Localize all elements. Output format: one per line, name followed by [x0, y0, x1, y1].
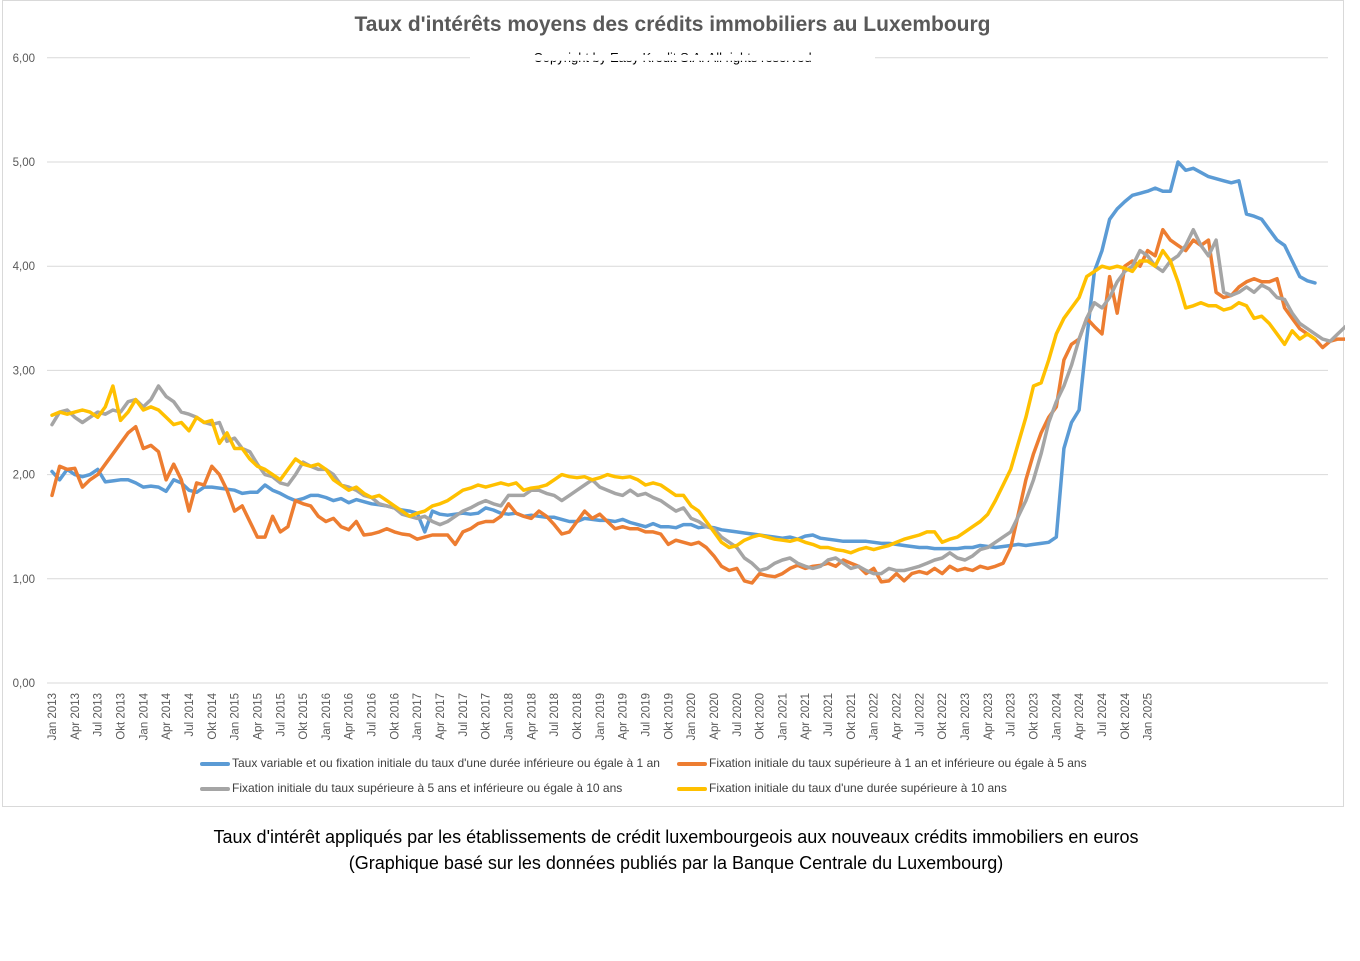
x-tick-label: Jan 2014 [138, 692, 150, 740]
series-line-3 [50, 227, 1345, 576]
x-tick-label: Jul 2018 [549, 693, 561, 736]
x-tick-label: Okt 2019 [663, 693, 675, 740]
x-tick-label: Jan 2017 [412, 693, 424, 740]
x-tick-label: Jan 2025 [1143, 693, 1155, 740]
x-tick-label: Jul 2015 [275, 693, 287, 736]
x-tick-label: Jul 2023 [1006, 693, 1018, 736]
legend-label-series-2: Fixation initiale du taux supérieure à 1… [709, 756, 1087, 770]
x-tick-label: Okt 2023 [1028, 693, 1040, 740]
y-tick-label: 3,00 [13, 365, 35, 377]
x-tick-label: Jan 2021 [777, 693, 789, 740]
x-tick-label: Okt 2021 [846, 693, 858, 740]
x-tick-label: Apr 2013 [70, 693, 82, 740]
legend-item-series-1: Taux variable et ou fixation initiale du… [200, 756, 660, 770]
x-tick-label: Jul 2017 [458, 693, 470, 736]
legend-item-series-4: Fixation initiale du taux d'une durée su… [677, 781, 1007, 795]
x-tick-label: Jan 2018 [504, 693, 516, 740]
x-tick-label: Jul 2021 [823, 693, 835, 736]
x-tick-label: Apr 2015 [252, 693, 264, 740]
x-tick-label: Apr 2019 [618, 693, 630, 740]
x-tick-label: Jul 2013 [93, 693, 105, 736]
x-tick-label: Apr 2018 [526, 693, 538, 740]
x-tick-label: Jul 2024 [1097, 692, 1109, 736]
x-tick-label: Jul 2022 [914, 693, 926, 736]
x-tick-label: Okt 2017 [481, 693, 493, 740]
series-line-4 [50, 248, 1317, 555]
legend-swatch-series-4 [677, 786, 707, 791]
y-tick-label: 1,00 [13, 574, 35, 586]
x-tick-label: Apr 2016 [344, 693, 356, 740]
x-tick-label: Apr 2023 [983, 693, 995, 740]
chart-title: Taux d'intérêts moyens des crédits immob… [354, 13, 991, 36]
y-tick-label: 5,00 [13, 157, 35, 169]
caption-line-1: Taux d'intérêt appliqués par les établis… [213, 827, 1139, 847]
x-tick-label: Apr 2014 [161, 692, 173, 739]
x-tick-label: Jan 2023 [960, 693, 972, 740]
x-tick-label: Apr 2020 [709, 693, 721, 740]
x-tick-label: Apr 2017 [435, 693, 447, 740]
x-tick-label: Okt 2013 [115, 693, 127, 740]
y-tick-label: 0,00 [13, 678, 35, 690]
x-tick-label: Okt 2022 [937, 693, 949, 740]
x-tick-label: Apr 2024 [1074, 692, 1086, 739]
x-tick-label: Jul 2014 [184, 692, 196, 736]
y-tick-label: 4,00 [13, 261, 35, 273]
x-tick-label: Jan 2019 [595, 693, 607, 740]
x-tick-label: Apr 2022 [892, 693, 904, 740]
y-axis-tick-labels: 0,00 1,00 2,00 3,00 4,00 5,00 6,00 [13, 53, 35, 690]
x-tick-label: Okt 2014 [207, 692, 219, 739]
legend-swatch-series-2 [677, 761, 707, 766]
caption-line-2: (Graphique basé sur les données publiés … [348, 853, 1004, 873]
x-tick-label: Apr 2021 [800, 693, 812, 740]
series-line-2 [50, 227, 1345, 585]
legend-label-series-3: Fixation initiale du taux supérieure à 5… [232, 781, 623, 795]
legend-item-series-3: Fixation initiale du taux supérieure à 5… [200, 781, 622, 795]
x-tick-label: Jan 2015 [230, 693, 242, 740]
x-tick-label: Jan 2022 [869, 693, 881, 740]
x-tick-label: Jan 2016 [321, 693, 333, 740]
x-tick-label: Okt 2015 [298, 693, 310, 740]
legend-swatch-series-3 [200, 786, 230, 791]
gridlines [47, 54, 1328, 684]
x-tick-label: Okt 2018 [572, 693, 584, 740]
line-chart: 0,00 1,00 2,00 3,00 4,00 5,00 6,00 Jan 2013 Apr… [13, 53, 1345, 740]
x-tick-label: Jul 2019 [640, 693, 652, 736]
x-tick-label: Okt 2016 [389, 693, 401, 740]
y-tick-label: 6,00 [13, 53, 35, 65]
x-tick-label: Jul 2020 [732, 693, 744, 736]
x-tick-label: Jan 2020 [686, 693, 698, 740]
x-tick-label: Okt 2024 [1120, 692, 1132, 739]
x-axis-tick-labels: Jan 2013 Apr 2013 Jul 2013 Okt 2013 Jan 2014… [47, 692, 1155, 740]
x-tick-label: Jul 2016 [367, 693, 379, 736]
x-tick-label: Jan 2024 [1051, 692, 1063, 740]
subtitle-gap [470, 54, 875, 61]
x-tick-label: Jan 2013 [47, 693, 59, 740]
x-tick-label: Okt 2020 [755, 693, 767, 740]
y-tick-label: 2,00 [13, 470, 35, 482]
chart-frame [2, 0, 1344, 807]
series-line-1 [50, 160, 1317, 551]
legend-swatch-series-1 [200, 761, 230, 766]
legend-label-series-1: Taux variable et ou fixation initiale du… [232, 756, 660, 770]
legend-item-series-2: Fixation initiale du taux supérieure à 1… [677, 756, 1087, 770]
series-lines [50, 160, 1345, 585]
legend-label-series-4: Fixation initiale du taux d'une durée su… [709, 781, 1007, 795]
